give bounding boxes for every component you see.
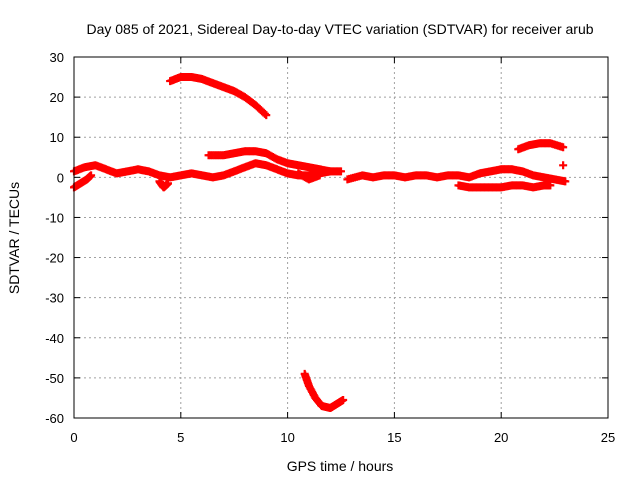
series-arc-late-high — [514, 139, 568, 154]
series-arc-late-point — [559, 161, 568, 170]
data-point — [561, 177, 570, 186]
y-tick-label: 10 — [50, 130, 64, 145]
grid — [74, 57, 608, 418]
y-tick-label: 30 — [50, 50, 64, 65]
data-point — [260, 109, 269, 118]
series-arc-high — [166, 73, 271, 120]
y-tick-label: -20 — [45, 251, 64, 266]
chart-title: Day 085 of 2021, Sidereal Day-to-day VTE… — [86, 21, 593, 37]
y-tick-label: -10 — [45, 210, 64, 225]
series-arc-low-dip — [300, 369, 348, 412]
x-tick-label: 20 — [494, 430, 508, 445]
data-point — [163, 179, 172, 188]
series-arc-negative-tail — [454, 181, 555, 192]
y-tick-label: 20 — [50, 90, 64, 105]
data-point — [559, 143, 568, 152]
data-point — [559, 161, 568, 170]
series-arc-dip-11 — [294, 169, 324, 184]
x-axis-label: GPS time / hours — [287, 458, 394, 474]
x-tick-label: 10 — [280, 430, 294, 445]
series-arc-baseline-2 — [343, 165, 570, 186]
y-tick-label: -50 — [45, 371, 64, 386]
x-tick-label: 0 — [70, 430, 77, 445]
data-point — [337, 167, 345, 176]
y-tick-label: 0 — [57, 170, 64, 185]
y-tick-label: -30 — [45, 291, 64, 306]
x-tick-label: 5 — [177, 430, 184, 445]
x-tick-label: 25 — [601, 430, 615, 445]
series-arc-dip-4 — [155, 177, 172, 192]
data-point — [87, 171, 96, 180]
data-point — [326, 167, 335, 176]
axis-ticks: 0 5 10 15 20 25 -60 -50 -40 -30 -20 -10 0 10 20 30 — [45, 50, 615, 445]
data-point — [339, 395, 348, 404]
series-arc-mid — [204, 147, 335, 176]
y-tick-label: -60 — [45, 411, 64, 426]
y-tick-label: -40 — [45, 331, 64, 346]
x-tick-label: 15 — [387, 430, 401, 445]
data-points — [70, 73, 570, 412]
data-point — [262, 111, 271, 120]
y-axis-label: SDTVAR / TECUs — [6, 182, 22, 294]
data-point — [546, 181, 555, 190]
plot-frame — [73, 56, 609, 419]
data-point — [315, 171, 324, 180]
